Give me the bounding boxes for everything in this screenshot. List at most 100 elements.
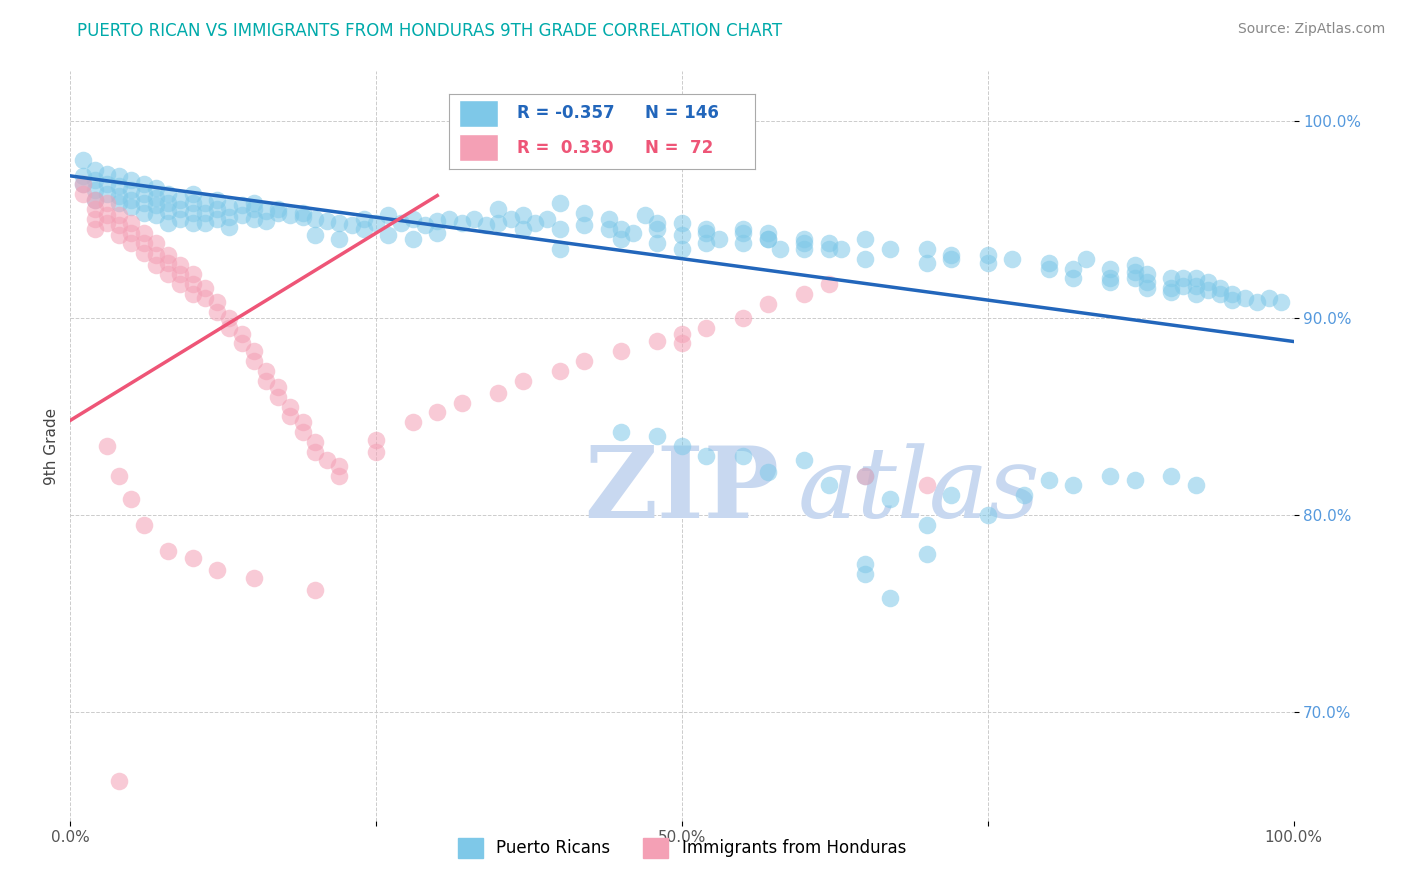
Point (413, 218, 436, 232)
Point (976, 508, 998, 522)
Point (830, 242, 852, 256)
Point (695, 222, 717, 236)
Point (157, 186, 180, 201)
Point (1099, 276, 1122, 290)
Point (855, 558, 877, 572)
Point (499, 212, 522, 227)
Point (426, 405, 449, 419)
Point (647, 222, 669, 236)
Point (610, 222, 633, 236)
Point (1123, 271, 1146, 285)
Point (671, 439, 693, 453)
Point (1123, 473, 1146, 487)
Point (915, 242, 938, 256)
Point (598, 212, 620, 227)
Point (304, 227, 326, 242)
Point (132, 235, 155, 250)
Point (108, 208, 131, 222)
Point (353, 212, 375, 227)
Point (181, 287, 204, 301)
Point (1184, 478, 1206, 492)
Point (426, 226, 449, 240)
Point (181, 216, 204, 230)
Point (340, 218, 363, 232)
Point (280, 409, 302, 424)
Point (72, 169, 94, 183)
Point (450, 395, 472, 409)
Point (1173, 271, 1195, 285)
Point (121, 235, 143, 250)
Point (121, 216, 143, 230)
Point (218, 320, 240, 334)
Point (548, 196, 571, 211)
Point (169, 212, 191, 227)
Point (793, 235, 815, 250)
Point (817, 242, 839, 256)
Point (366, 445, 388, 459)
Point (756, 226, 779, 240)
Point (83, 183, 105, 197)
Point (108, 468, 131, 483)
Point (243, 202, 266, 217)
Point (647, 334, 669, 349)
Point (572, 354, 595, 368)
Point (377, 208, 399, 222)
Point (108, 169, 131, 183)
Point (218, 220, 240, 235)
Point (647, 235, 669, 250)
Point (634, 208, 657, 222)
Point (145, 258, 167, 272)
Point (231, 336, 253, 351)
Point (181, 268, 204, 282)
Point (1173, 279, 1195, 293)
Point (939, 252, 962, 266)
Point (366, 433, 388, 447)
Point (1197, 283, 1219, 297)
Point (96, 208, 118, 222)
Point (1184, 271, 1206, 285)
Point (169, 268, 191, 282)
Point (1270, 295, 1292, 310)
Point (1160, 271, 1182, 285)
Point (1258, 291, 1281, 305)
Point (181, 277, 204, 292)
Point (132, 196, 155, 211)
Point (157, 543, 180, 558)
Point (793, 232, 815, 246)
Point (855, 567, 877, 582)
Point (756, 232, 779, 246)
Point (291, 425, 314, 440)
Point (132, 226, 155, 240)
Point (402, 212, 425, 227)
Point (157, 196, 180, 211)
Point (377, 227, 399, 242)
Point (231, 208, 253, 222)
Point (243, 212, 266, 227)
Point (879, 591, 901, 605)
Point (328, 232, 350, 246)
Point (855, 468, 877, 483)
Point (132, 517, 155, 532)
Text: ZIP: ZIP (583, 442, 779, 540)
Point (1062, 261, 1084, 276)
Point (1209, 287, 1232, 301)
Point (157, 255, 180, 269)
Point (108, 218, 131, 232)
Point (132, 186, 155, 201)
Point (194, 216, 217, 230)
Point (145, 235, 167, 250)
Point (157, 204, 180, 219)
Point (1038, 261, 1060, 276)
Point (205, 193, 228, 207)
Point (647, 216, 669, 230)
Point (488, 202, 510, 217)
Point (879, 242, 901, 256)
Point (695, 449, 717, 463)
Point (855, 252, 877, 266)
Point (83, 193, 105, 207)
Point (254, 364, 277, 378)
Point (108, 188, 131, 202)
Point (96, 167, 118, 181)
Point (194, 281, 217, 295)
Point (548, 222, 571, 236)
